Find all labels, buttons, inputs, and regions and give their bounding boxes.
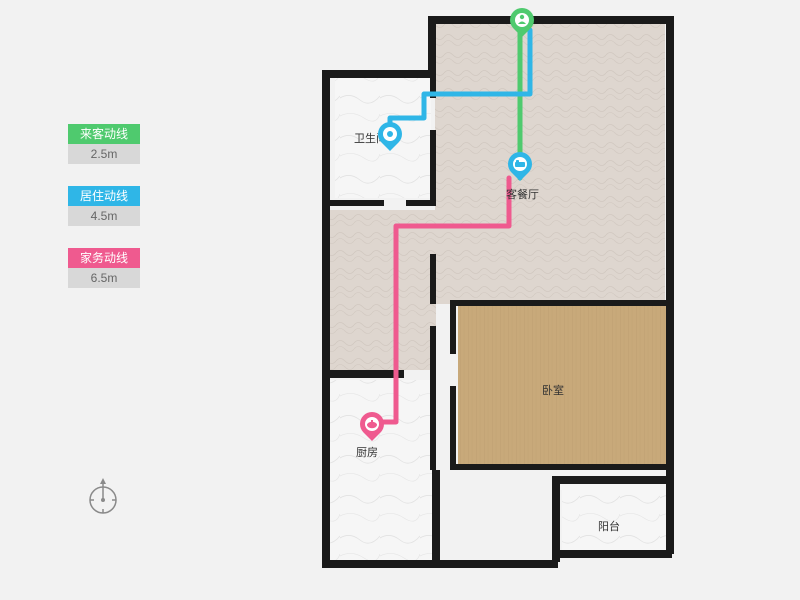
wall-segment <box>450 300 456 354</box>
wall-segment <box>428 16 436 76</box>
marker-stove <box>360 412 384 442</box>
room-corridor <box>330 210 436 370</box>
room-label-kitchen: 厨房 <box>356 444 378 460</box>
wall-segment <box>322 560 438 568</box>
wall-segment <box>450 386 456 470</box>
room-kitchen <box>330 380 436 560</box>
legend-label: 来客动线 <box>68 124 140 144</box>
room-label-living: 客餐厅 <box>506 186 539 202</box>
wall-segment <box>430 326 436 470</box>
pot-icon <box>365 417 379 431</box>
legend-item-chores: 家务动线 6.5m <box>68 248 140 288</box>
wall-segment <box>552 476 672 484</box>
wall-segment <box>428 16 674 24</box>
wall-segment <box>430 254 436 304</box>
compass-icon <box>85 478 121 523</box>
marker-entry <box>510 8 534 38</box>
legend-distance: 4.5m <box>68 206 140 226</box>
wall-segment <box>552 550 672 558</box>
room-label-balcony: 阳台 <box>598 518 620 534</box>
wall-segment <box>322 70 330 568</box>
wall-segment <box>450 464 670 470</box>
legend-distance: 2.5m <box>68 144 140 164</box>
wall-segment <box>328 200 384 206</box>
room-label-bedroom: 卧室 <box>542 382 564 398</box>
wall-segment <box>432 470 440 568</box>
wall-segment <box>432 560 558 568</box>
person-icon <box>515 13 529 27</box>
legend: 来客动线 2.5m 居住动线 4.5m 家务动线 6.5m <box>68 124 140 310</box>
wall-segment <box>430 130 436 206</box>
legend-item-resident: 居住动线 4.5m <box>68 186 140 226</box>
legend-label: 家务动线 <box>68 248 140 268</box>
room-living <box>435 24 665 304</box>
bed-icon <box>513 157 527 171</box>
legend-label: 居住动线 <box>68 186 140 206</box>
wall-segment <box>450 300 670 306</box>
wall-segment <box>328 370 404 378</box>
floorplan: 客餐厅 卫生间 卧室 厨房 阳台 <box>300 10 680 580</box>
dot-icon <box>383 127 397 141</box>
floorplan-svg <box>300 10 680 580</box>
wall-segment <box>666 16 674 554</box>
wall-segment <box>322 70 434 78</box>
legend-distance: 6.5m <box>68 268 140 288</box>
marker-bath <box>378 122 402 152</box>
marker-sofa <box>508 152 532 182</box>
legend-item-visitor: 来客动线 2.5m <box>68 124 140 164</box>
